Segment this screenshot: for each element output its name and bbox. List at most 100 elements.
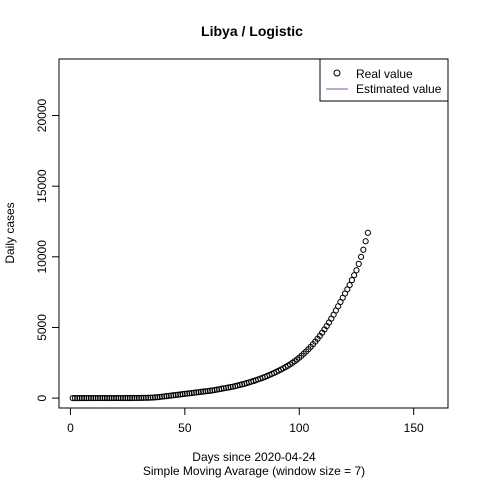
data-point	[174, 391, 182, 398]
data-point	[113, 394, 120, 402]
data-point	[69, 394, 76, 402]
data-point	[101, 394, 108, 402]
data-point	[124, 394, 131, 402]
data-point	[106, 394, 113, 402]
data-point	[170, 392, 177, 399]
data-point	[165, 392, 172, 399]
data-point	[99, 394, 106, 402]
legend: Real value Estimated value	[319, 58, 449, 102]
data-point	[126, 394, 134, 402]
data-point	[152, 394, 159, 401]
data-point	[190, 389, 198, 396]
data-point	[357, 253, 365, 260]
data-point	[218, 385, 225, 392]
legend-label-estimated-value: Estimated value	[356, 82, 442, 96]
data-point	[119, 394, 127, 402]
data-point	[362, 238, 369, 245]
data-point	[353, 267, 360, 274]
data-point	[110, 394, 118, 402]
data-point	[74, 394, 81, 402]
x-axis-sublabel: Simple Moving Avarage (window size = 7)	[143, 464, 365, 478]
data-point	[211, 386, 218, 394]
y-tick-label: 20000	[35, 99, 49, 133]
data-point	[179, 391, 186, 398]
data-point	[184, 390, 191, 397]
data-point	[172, 391, 179, 399]
x-axis-label: Days since 2020-04-24	[192, 450, 316, 464]
data-point	[195, 389, 202, 396]
data-point	[133, 394, 140, 402]
chart-title: Libya / Logistic	[201, 23, 303, 39]
x-tick-label: 100	[289, 421, 309, 435]
data-points	[69, 229, 372, 402]
data-point	[135, 394, 143, 402]
data-point	[85, 394, 92, 402]
data-point	[138, 394, 145, 402]
data-point	[202, 388, 209, 395]
data-point	[181, 390, 188, 397]
y-axis: 0 5000 10000 15000 20000	[35, 99, 60, 401]
data-point	[197, 388, 204, 395]
data-point	[140, 394, 147, 401]
data-point	[209, 387, 216, 394]
x-tick-label: 0	[67, 421, 74, 435]
data-point	[193, 389, 200, 396]
data-point	[216, 386, 223, 393]
data-point	[351, 272, 358, 279]
legend-marker-real-value	[333, 69, 341, 77]
data-point	[83, 394, 90, 402]
data-point	[129, 394, 136, 402]
data-point	[71, 394, 79, 402]
data-point	[206, 387, 214, 394]
data-point	[168, 392, 175, 399]
data-point	[154, 394, 161, 401]
data-point	[78, 394, 85, 402]
y-tick-label: 5000	[35, 314, 49, 341]
data-point	[213, 386, 220, 393]
legend-box	[319, 58, 449, 102]
data-point	[161, 393, 168, 400]
data-point	[220, 385, 227, 392]
data-point	[163, 393, 170, 400]
data-point	[115, 394, 122, 402]
data-point	[177, 391, 184, 398]
data-point	[87, 394, 95, 402]
data-point	[103, 394, 111, 402]
data-point	[76, 394, 83, 402]
x-tick-label: 50	[178, 421, 192, 435]
x-tick-label: 150	[404, 421, 424, 435]
data-point	[186, 390, 193, 397]
data-point	[90, 394, 97, 402]
data-point	[158, 393, 166, 400]
x-axis: 0 50 100 150	[67, 407, 424, 435]
data-point	[364, 229, 372, 236]
y-tick-label: 10000	[35, 240, 49, 274]
data-point	[346, 281, 353, 289]
data-point	[131, 394, 138, 402]
data-point	[348, 277, 355, 284]
data-point	[204, 387, 211, 395]
y-tick-label: 15000	[35, 169, 49, 203]
data-point	[149, 394, 156, 401]
data-point	[117, 394, 124, 402]
data-point	[156, 393, 163, 401]
data-point	[355, 260, 362, 267]
data-point	[222, 384, 230, 392]
data-point	[225, 384, 232, 391]
data-point	[97, 394, 104, 402]
legend-label-real-value: Real value	[356, 67, 413, 81]
data-point	[200, 388, 207, 395]
y-axis-label: Daily cases	[3, 202, 17, 263]
data-point	[108, 394, 115, 402]
data-point	[122, 394, 129, 402]
data-point	[145, 394, 152, 401]
data-point	[142, 394, 150, 401]
y-tick-label: 0	[35, 394, 49, 401]
data-point	[92, 394, 99, 402]
data-point	[188, 389, 195, 397]
data-point	[360, 246, 367, 253]
data-point	[81, 394, 88, 402]
data-point	[94, 394, 102, 402]
data-point	[147, 394, 154, 401]
